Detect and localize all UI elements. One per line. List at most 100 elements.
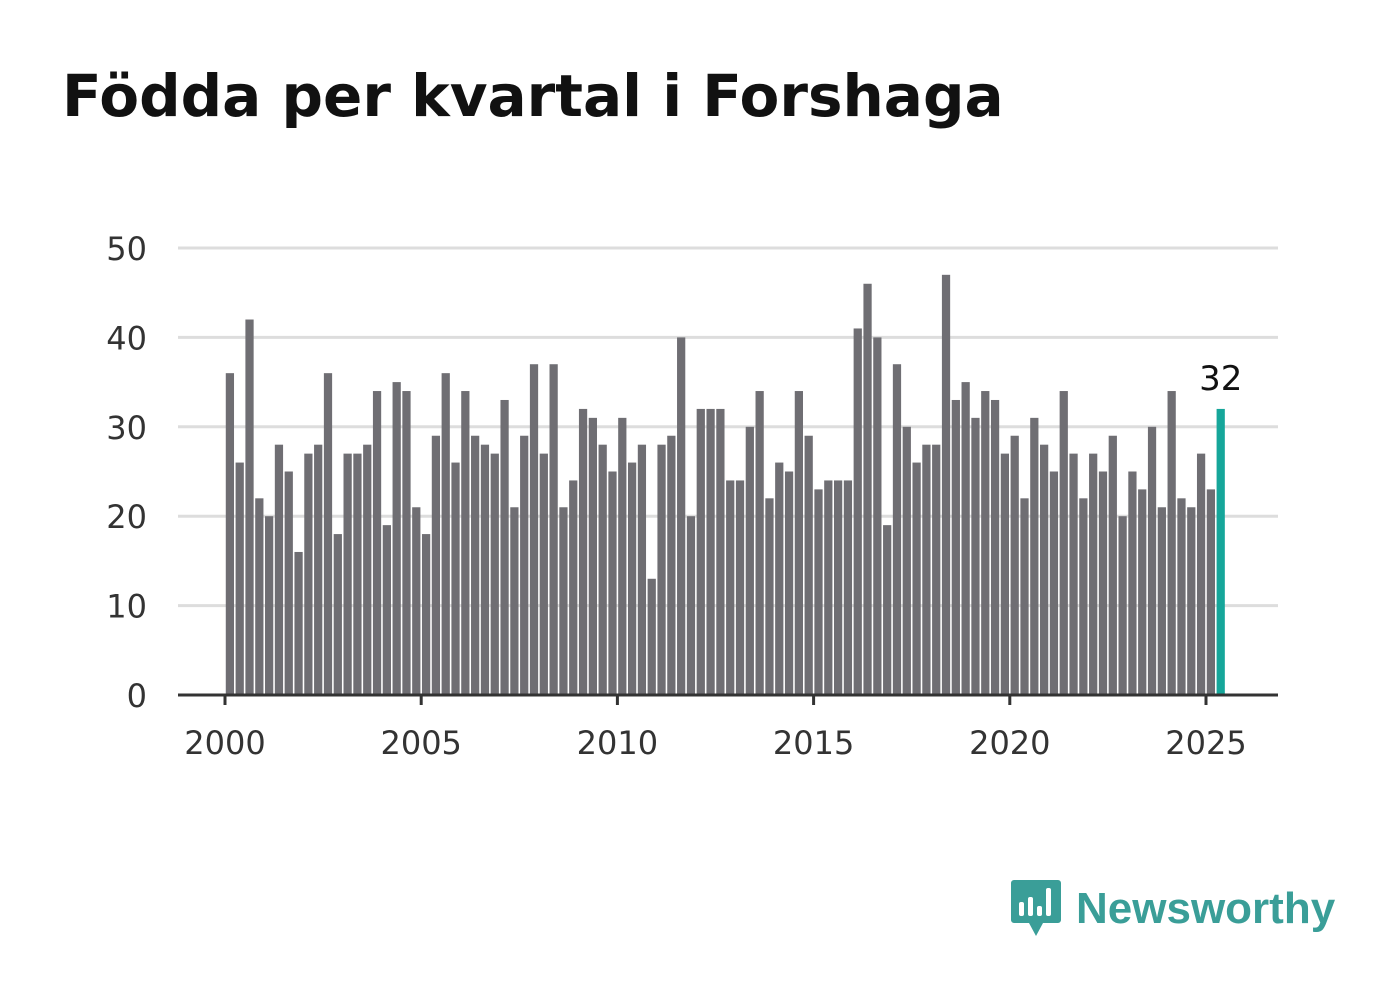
bar [726, 480, 735, 695]
bar [353, 453, 362, 695]
bar [520, 435, 529, 695]
x-tick-label: 2000 [184, 724, 265, 762]
bar [265, 516, 274, 695]
bar [853, 328, 862, 695]
newsworthy-logo-icon [1011, 880, 1061, 936]
bar [284, 471, 293, 695]
y-tick-label: 10 [106, 588, 147, 626]
bar [372, 391, 382, 695]
x-tick-label: 2010 [577, 724, 658, 762]
y-axis-ticks: 0 10 20 30 40 50 [106, 230, 147, 715]
bar [1040, 444, 1049, 695]
bar [343, 453, 352, 695]
bar [304, 453, 313, 695]
bar [578, 408, 588, 695]
bar [1049, 471, 1059, 695]
y-tick-label: 20 [106, 498, 147, 536]
bar [706, 408, 715, 695]
bar [990, 399, 1000, 695]
x-tick-label: 2015 [773, 724, 854, 762]
bar [569, 480, 578, 695]
bar [735, 480, 745, 695]
bar [1030, 417, 1039, 695]
bar [255, 498, 264, 695]
bar [471, 435, 480, 695]
x-axis-ticks: 2000 2005 2010 2015 2020 2025 [184, 695, 1247, 762]
bar [1138, 489, 1147, 695]
bar [382, 525, 391, 695]
bar [598, 444, 607, 695]
bar [627, 462, 637, 695]
bar [333, 534, 342, 695]
bar [1079, 498, 1088, 695]
bar [814, 489, 823, 695]
bar [402, 391, 411, 695]
bar [667, 435, 676, 695]
bar [1010, 435, 1019, 695]
bar [225, 373, 235, 695]
bar [539, 453, 548, 695]
bar [981, 391, 990, 695]
bar [647, 578, 656, 695]
bar [941, 274, 951, 695]
bar [294, 551, 303, 695]
bar [1187, 507, 1196, 695]
newsworthy-brand: Newsworthy [1010, 878, 1335, 940]
x-tick-label: 2020 [969, 724, 1050, 762]
bar [1167, 391, 1176, 695]
bar [559, 507, 568, 695]
x-tick-label: 2025 [1165, 724, 1246, 762]
data-labels: 32 [1199, 359, 1242, 399]
bar [657, 444, 666, 695]
bar [755, 391, 764, 695]
bar [1108, 435, 1117, 695]
bar [588, 417, 597, 695]
bar [784, 471, 794, 695]
bar [843, 480, 853, 695]
bar [1000, 453, 1010, 695]
bar [245, 319, 254, 695]
bar [1059, 391, 1068, 695]
bar-highlight [1216, 408, 1225, 695]
bar [824, 480, 833, 695]
bar [274, 444, 284, 695]
bar [412, 507, 421, 695]
bar [461, 391, 470, 695]
bar [637, 444, 647, 695]
bars [225, 274, 1225, 695]
y-tick-label: 50 [106, 230, 147, 268]
bar [1089, 453, 1098, 695]
bar [951, 399, 960, 695]
bar [902, 426, 911, 695]
bar [441, 373, 450, 695]
bar [863, 283, 872, 695]
bar [696, 408, 705, 695]
bar [451, 462, 460, 695]
bar [510, 507, 519, 695]
chart-title: Födda per kvartal i Forshaga [62, 62, 1004, 130]
bar [549, 364, 558, 695]
y-tick-label: 0 [127, 677, 147, 715]
bar [392, 382, 401, 695]
bar [716, 408, 725, 695]
y-tick-label: 30 [106, 409, 147, 447]
brand-name: Newsworthy [1076, 884, 1336, 933]
bar [1118, 516, 1127, 695]
bar [1206, 489, 1216, 695]
bar [1147, 426, 1157, 695]
bar [1020, 498, 1029, 695]
bar [490, 453, 499, 695]
bar [892, 364, 902, 695]
bar [431, 435, 441, 695]
bar [883, 525, 892, 695]
data-label-latest: 32 [1199, 359, 1242, 399]
bar [1196, 453, 1206, 695]
x-tick-label: 2005 [380, 724, 461, 762]
bar [686, 516, 696, 695]
bar [235, 462, 244, 695]
bar [677, 337, 686, 695]
bar [314, 444, 323, 695]
bar [500, 399, 509, 695]
bar [745, 426, 754, 695]
bar [873, 337, 882, 695]
